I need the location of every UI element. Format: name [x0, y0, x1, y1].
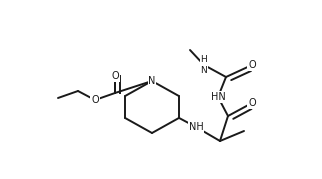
Text: N: N: [148, 76, 156, 86]
Text: O: O: [111, 71, 119, 81]
Text: O: O: [91, 95, 99, 105]
Text: O: O: [248, 98, 256, 108]
Text: HN: HN: [211, 92, 225, 102]
Text: H
N: H N: [201, 55, 207, 75]
Text: NH: NH: [189, 122, 204, 132]
Text: O: O: [248, 60, 256, 70]
